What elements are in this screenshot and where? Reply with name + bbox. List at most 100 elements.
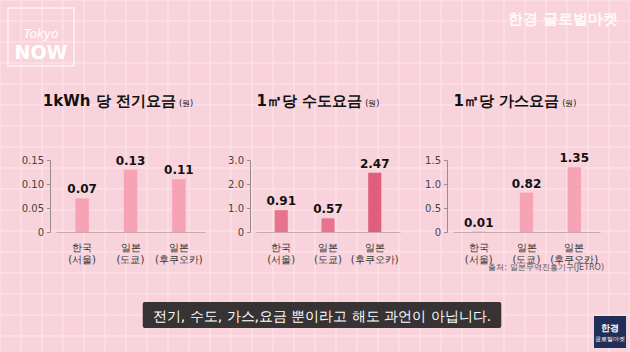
- axis-line: [257, 232, 401, 233]
- y-axis: 00.51.01.5: [425, 155, 447, 238]
- tick: 일본(도쿄): [314, 232, 342, 265]
- tick: 한국(서울): [68, 232, 96, 265]
- grid-line-bg: [462, 0, 463, 352]
- tick: 일본(후쿠오카): [351, 232, 399, 265]
- badge-text: 글로벌마켓: [595, 336, 625, 342]
- tick-label-line: 일본: [517, 242, 537, 253]
- tick-label: 1.0: [425, 179, 441, 190]
- grid-line-bg: [399, 0, 400, 352]
- grid-line-bg: [0, 168, 630, 169]
- grid-line-bg: [273, 0, 274, 352]
- tick: 0.5: [425, 203, 447, 214]
- tick: 일본(도쿄): [117, 232, 145, 265]
- bar: [124, 170, 138, 232]
- tick-label: 0.10: [22, 179, 44, 190]
- tick-label: 일본(후쿠오카): [155, 242, 203, 265]
- tick-label-line: (서울): [267, 254, 295, 265]
- grid-line-bg: [0, 147, 630, 148]
- tick: 일본(도쿄): [513, 232, 541, 265]
- tick-mark: [247, 232, 250, 233]
- tick: 3.0: [228, 155, 250, 166]
- caption: 전기, 수도, 가스,요금 뿐이라고 해도 과언이 아닙니다.: [143, 302, 502, 328]
- tick: 0: [38, 227, 50, 238]
- tick-label-line: 일본: [318, 242, 338, 253]
- data-label: 0.13: [116, 154, 146, 168]
- title-unit: (원): [365, 99, 379, 108]
- logo-text: Tokyo: [24, 27, 59, 41]
- grid-line-bg: [0, 0, 1, 352]
- tick-mark: [444, 184, 447, 185]
- tick: 0.10: [22, 179, 50, 190]
- tick-label: 한국(서울): [465, 242, 493, 265]
- tick-label-line: 일본: [121, 242, 141, 253]
- bar: [368, 173, 381, 232]
- data-label: 0.07: [67, 182, 97, 196]
- data-label: 0.01: [464, 216, 494, 230]
- bar: [172, 179, 186, 232]
- grid-line-bg: [0, 0, 630, 1]
- source-note: 출처: 일본무역진흥기구(JETRO): [488, 263, 604, 272]
- tick-label: 일본(후쿠오카): [351, 242, 399, 265]
- tick-label: 0: [435, 227, 441, 238]
- tick-label: 일본(도쿄): [314, 242, 342, 265]
- chart-title: 1㎥당 수도요금(원): [257, 92, 380, 110]
- tick: 2.0: [228, 179, 250, 190]
- tick-label-line: (도쿄): [314, 254, 342, 265]
- brand: 한경 글로벌마켓: [508, 10, 618, 28]
- y-axis: 0 0.05 0.10 0.15: [22, 155, 51, 238]
- grid-line-bg: [84, 0, 85, 352]
- tick-mark: [47, 208, 50, 209]
- grid-line-bg: [609, 0, 610, 352]
- tick: 한국(서울): [465, 232, 493, 265]
- tick-label: 0.5: [425, 203, 441, 214]
- grid-line-bg: [567, 0, 568, 352]
- grid-line-bg: [0, 126, 630, 127]
- page: TokyoNOW한경 글로벌마켓1kWh 당 전기요금(원)00.050.100…: [0, 0, 630, 352]
- chart-title: 1kWh 당 전기요금(원): [43, 92, 193, 110]
- badge-box: [594, 316, 626, 348]
- bar: [321, 218, 334, 232]
- title-text: 1㎥당 가스요금: [454, 92, 560, 110]
- bar: [520, 193, 533, 232]
- bars: [75, 170, 185, 232]
- grid-line-bg: [546, 0, 547, 352]
- grid-line-bg: [336, 0, 337, 352]
- x-axis: 한국(서울)일본(도쿄)일본(후쿠오카): [454, 232, 601, 265]
- grid-line-bg: [0, 63, 630, 64]
- title-unit: (원): [179, 99, 193, 108]
- grid-line-bg: [105, 0, 106, 352]
- tick-mark: [47, 160, 50, 161]
- tick: 0.05: [22, 203, 50, 214]
- chart: 1㎥당 수도요금(원)01.02.03.0한국(서울)일본(도쿄)일본(후쿠오카…: [228, 92, 400, 265]
- grid-line-bg: [420, 0, 421, 352]
- grid-line-bg: [0, 273, 630, 274]
- tick-label-line: 일본: [365, 242, 385, 253]
- tick-label-line: 한국: [469, 242, 489, 253]
- x-axis: 한국(서울)일본(도쿄)일본(후쿠오카): [257, 232, 401, 265]
- y-axis: 01.02.03.0: [228, 155, 250, 238]
- bar: [75, 198, 89, 232]
- tick-label-line: (후쿠오카): [351, 254, 399, 265]
- tick-mark: [247, 184, 250, 185]
- grid-line-bg: [210, 0, 211, 352]
- logo: TokyoNOW: [8, 8, 74, 66]
- tick-label: 3.0: [228, 155, 244, 166]
- title-text: 1kWh 당 전기요금: [43, 92, 176, 110]
- tick-label: 일본(도쿄): [513, 242, 541, 265]
- tick-mark: [247, 160, 250, 161]
- tick-mark: [444, 208, 447, 209]
- grid-line-bg: [0, 336, 630, 337]
- chart: 1kWh 당 전기요금(원)00.050.100.15한국(서울)일본(도쿄)일…: [22, 92, 206, 265]
- data-label: 2.47: [360, 157, 390, 171]
- caption-box: [143, 302, 502, 328]
- bar: [568, 167, 581, 232]
- caption-text: 전기, 수도, 가스,요금 뿐이라고 해도 과언이 아닙니다.: [153, 308, 492, 324]
- tick-label-line: (서울): [68, 254, 96, 265]
- tick-label: 2.0: [228, 179, 244, 190]
- tick-label: 0.15: [22, 155, 44, 166]
- tick: 한국(서울): [267, 232, 295, 265]
- grid-line-bg: [504, 0, 505, 352]
- tick-label-line: (후쿠오카): [155, 254, 203, 265]
- badge: 한경글로벌마켓: [594, 316, 626, 348]
- grid-line-bg: [231, 0, 232, 352]
